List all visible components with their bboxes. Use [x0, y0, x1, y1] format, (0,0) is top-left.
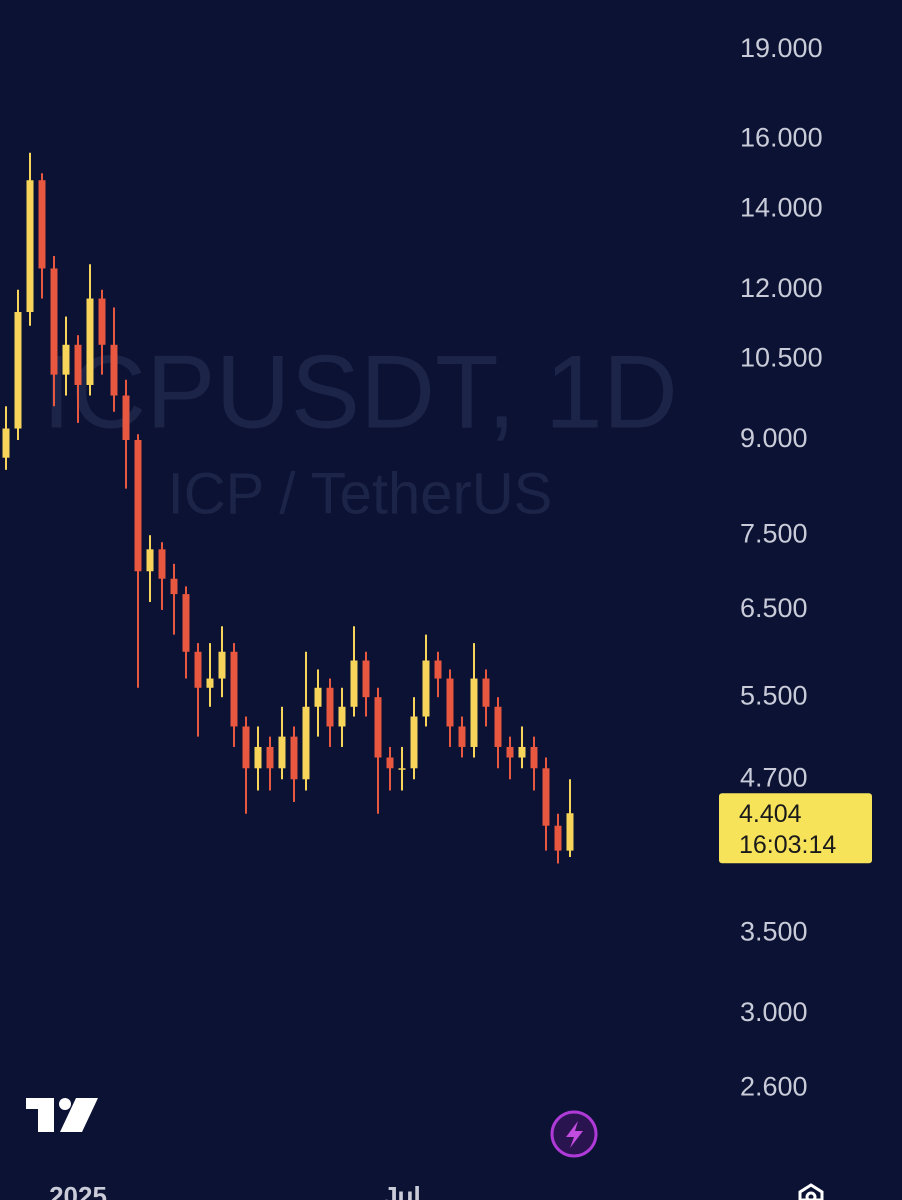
candle-body: [362, 660, 370, 698]
candle-body: [2, 428, 10, 458]
candle-body: [374, 697, 382, 758]
candle-body: [86, 298, 94, 385]
last-price-tag: [719, 793, 872, 864]
candle-body: [266, 746, 274, 769]
candle-body: [530, 746, 538, 769]
y-tick-label: 12.000: [740, 273, 823, 303]
candle-body: [278, 736, 286, 769]
last-price-label: 4.404: [739, 800, 802, 828]
candle-body: [326, 687, 334, 727]
candle-body: [62, 344, 70, 375]
candle-body: [482, 678, 490, 707]
y-tick-label: 19.000: [740, 33, 823, 63]
candle-body: [170, 578, 178, 595]
plot: [2, 152, 574, 864]
candle-body: [554, 825, 562, 851]
y-tick-label: 5.500: [740, 680, 808, 710]
y-tick-label: 10.500: [740, 343, 823, 373]
candle-body: [566, 813, 574, 851]
y-tick-label: 14.000: [740, 192, 823, 222]
candle-body: [494, 706, 502, 747]
candle-body: [410, 716, 418, 769]
candle-body: [194, 651, 202, 688]
candle-body: [338, 706, 346, 727]
logo[interactable]: [26, 1098, 98, 1132]
candle-body: [422, 660, 430, 717]
candle-body: [158, 549, 166, 579]
candle-body: [74, 344, 82, 385]
candle-body: [134, 439, 142, 572]
candle-body: [314, 687, 322, 707]
candle-body: [182, 594, 190, 652]
watermark-title: ICPUSDT, 1D: [42, 334, 678, 450]
y-tick-label: 4.700: [740, 762, 808, 792]
candle-body: [350, 660, 358, 707]
y-tick-label: 16.000: [740, 123, 823, 153]
candle-body: [98, 298, 106, 345]
candle-body: [50, 268, 58, 375]
candle-body: [254, 746, 262, 769]
candle-body: [110, 344, 118, 396]
settings-icon[interactable]: [798, 1183, 824, 1200]
y-tick-label: 6.500: [740, 593, 808, 623]
candle-body: [206, 678, 214, 688]
y-tick-label: 2.600: [740, 1072, 808, 1102]
candle-body: [230, 651, 238, 727]
candle-body: [26, 180, 34, 312]
candle-body: [518, 746, 526, 758]
watermark-subtitle: ICP / TetherUS: [168, 461, 553, 526]
candle-body: [542, 768, 550, 826]
x-tick-label: Jul: [383, 1181, 421, 1200]
candle-body: [386, 757, 394, 769]
y-tick-label: 9.000: [740, 423, 808, 453]
lightning-button[interactable]: [550, 1110, 598, 1158]
y-tick-label: 7.500: [740, 518, 808, 548]
candle-body: [302, 706, 310, 780]
candle-body: [506, 746, 514, 758]
y-tick-label: 3.500: [740, 916, 808, 946]
candle-body: [398, 768, 406, 770]
candle-body: [218, 651, 226, 679]
x-tick-label: 2025: [49, 1181, 107, 1200]
y-tick-label: 3.000: [740, 997, 808, 1027]
candle-body: [242, 726, 250, 769]
candle-body: [38, 180, 46, 269]
candle-body: [122, 395, 130, 440]
candle-body: [434, 660, 442, 679]
candle-body: [446, 678, 454, 727]
countdown-label: 16:03:14: [739, 831, 836, 859]
candle-body: [146, 549, 154, 572]
candle-body: [14, 311, 22, 429]
candle-body: [470, 678, 478, 747]
candle-body: [290, 736, 298, 780]
candle-body: [458, 726, 466, 747]
